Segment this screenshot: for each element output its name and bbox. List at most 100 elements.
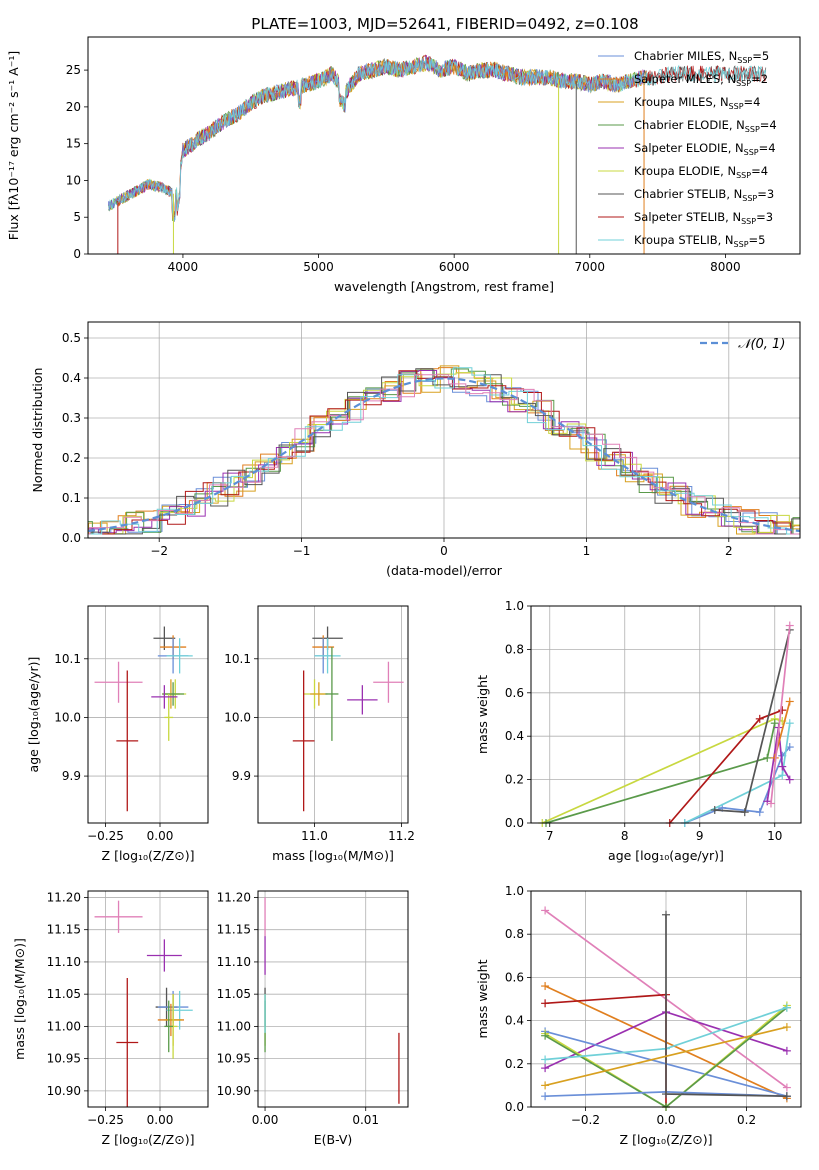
y-tick-label: 20 bbox=[66, 100, 81, 114]
plot-frame bbox=[87, 36, 801, 255]
x-tick-label: 0 bbox=[440, 544, 448, 558]
x-tick-label: 0.0 bbox=[656, 1113, 675, 1127]
plot-frame bbox=[530, 605, 802, 824]
y-tick-label: 11.10 bbox=[47, 955, 81, 969]
x-tick-label: 11.0 bbox=[301, 829, 328, 843]
x-tick-label: 10 bbox=[767, 829, 782, 843]
y-tick-label: 0 bbox=[73, 247, 81, 261]
weight-line bbox=[545, 723, 776, 824]
y-tick-label: 9.9 bbox=[232, 769, 251, 783]
weight-line bbox=[544, 1026, 788, 1087]
legend-label: 𝒩(0, 1) bbox=[738, 337, 785, 352]
x-tick-label: 11.2 bbox=[388, 829, 415, 843]
legend-label: Kroupa MILES, NSSP=4 bbox=[634, 95, 760, 111]
y-tick-label: 10.90 bbox=[217, 1084, 251, 1098]
x-tick-label: 4000 bbox=[168, 260, 199, 274]
y-tick-label: 10.0 bbox=[54, 710, 81, 724]
legend-label: Chabrier MILES, NSSP=5 bbox=[634, 49, 769, 65]
y-tick-label: 0.0 bbox=[62, 531, 81, 545]
y-axis-label: Normed distribution bbox=[30, 368, 45, 493]
x-tick-label: −0.25 bbox=[87, 829, 124, 843]
residual-histogram-panel: −2 −1 0 1 2 0.0 0.1 0.2 0.3 0.4 0.5 (data-model)/er… bbox=[30, 321, 801, 578]
x-tick-label: 9 bbox=[696, 829, 704, 843]
legend-label: Salpeter MILES, NSSP=2 bbox=[634, 72, 768, 88]
age-vs-mass-panel: 11.0 11.2 9.9 10.0 10.1 mass [log₁₀(M/M⊙)] bbox=[224, 605, 415, 863]
y-tick-label: 10.95 bbox=[47, 1052, 81, 1066]
y-tick-label: 11.15 bbox=[47, 923, 81, 937]
y-tick-label: 11.20 bbox=[47, 890, 81, 904]
weight-line bbox=[766, 727, 791, 802]
x-tick-label: 1 bbox=[583, 544, 591, 558]
y-tick-label: 1.0 bbox=[505, 599, 524, 613]
legend-label: Chabrier STELIB, NSSP=3 bbox=[634, 187, 774, 203]
mass-weight-vs-age-panel: 7 8 9 10 0.0 0.2 0.4 0.6 0.8 1.0 age [log₁₀(age/yr… bbox=[475, 599, 802, 863]
x-tick-label: 2 bbox=[725, 544, 733, 558]
plot-frame bbox=[87, 605, 209, 824]
y-tick-label: 0.3 bbox=[62, 411, 81, 425]
x-tick-label: 0.01 bbox=[352, 1113, 379, 1127]
y-tick-label: 0.1 bbox=[62, 491, 81, 505]
x-tick-label: 7000 bbox=[575, 260, 606, 274]
mass-vs-metallicity-panel: −0.25 0.00 10.90 10.95 11.00 11.05 11.10 11.15 1… bbox=[12, 890, 209, 1147]
y-tick-label: 10.1 bbox=[54, 652, 81, 666]
y-axis-label: Flux [fλ10⁻¹⁷ erg cm⁻² s⁻¹ A⁻¹] bbox=[6, 51, 21, 240]
y-tick-label: 0.0 bbox=[505, 1100, 524, 1114]
weight-line bbox=[770, 625, 791, 804]
normal-curve bbox=[87, 377, 801, 533]
plot-frame bbox=[87, 890, 209, 1108]
x-tick-label: 8000 bbox=[710, 260, 741, 274]
x-axis-label: Z [log₁₀(Z/Z⊙)] bbox=[102, 1132, 195, 1147]
y-axis-label: mass weight bbox=[475, 675, 490, 754]
legend-label: Chabrier ELODIE, NSSP=4 bbox=[634, 118, 777, 134]
legend-label: Kroupa STELIB, NSSP=5 bbox=[634, 233, 765, 249]
y-tick-label: 0.8 bbox=[505, 642, 524, 656]
y-tick-label: 0.4 bbox=[505, 1014, 524, 1028]
y-tick-label: 11.00 bbox=[217, 1019, 251, 1033]
spectrum-panel: 4000 5000 6000 7000 8000 0 5 10 15 20 25 wavelength… bbox=[6, 36, 801, 294]
spectrum-line bbox=[108, 57, 767, 222]
mass-vs-ebv-panel: 0.00 0.01 10.90 10.95 11.00 11.05 11.10 11.15 11… bbox=[217, 890, 409, 1147]
histogram-step bbox=[88, 365, 800, 535]
y-tick-label: 0.6 bbox=[505, 686, 524, 700]
y-axis-label: mass [log₁₀(M/M⊙)] bbox=[12, 938, 27, 1060]
y-tick-label: 25 bbox=[66, 63, 81, 77]
x-axis-label: age [log₁₀(age/yr)] bbox=[608, 848, 724, 863]
y-tick-label: 11.15 bbox=[217, 923, 251, 937]
y-tick-label: 0.8 bbox=[505, 927, 524, 941]
x-tick-label: 0.00 bbox=[252, 1113, 279, 1127]
legend-label: Salpeter STELIB, NSSP=3 bbox=[634, 210, 773, 226]
y-tick-label: 0.2 bbox=[505, 773, 524, 787]
histogram-step bbox=[88, 370, 800, 535]
y-tick-label: 10.1 bbox=[224, 652, 251, 666]
x-tick-label: 0.00 bbox=[147, 1113, 174, 1127]
y-tick-label: 5 bbox=[73, 210, 81, 224]
y-tick-label: 9.9 bbox=[62, 769, 81, 783]
x-axis-label: Z [log₁₀(Z/Z⊙)] bbox=[620, 1132, 713, 1147]
x-tick-label: 6000 bbox=[439, 260, 470, 274]
plot-frame bbox=[87, 321, 801, 539]
y-tick-label: 0.5 bbox=[62, 331, 81, 345]
y-tick-label: 10.95 bbox=[217, 1052, 251, 1066]
y-axis-label: age [log₁₀(age/yr)] bbox=[26, 657, 41, 773]
y-tick-label: 10 bbox=[66, 173, 81, 187]
y-tick-label: 0.4 bbox=[505, 729, 524, 743]
x-tick-label: 7 bbox=[546, 829, 554, 843]
legend-label: Salpeter ELODIE, NSSP=4 bbox=[634, 141, 776, 157]
y-tick-label: 11.10 bbox=[217, 955, 251, 969]
x-axis-label: E(B-V) bbox=[314, 1132, 353, 1147]
y-tick-label: 0.2 bbox=[505, 1057, 524, 1071]
x-tick-label: −1 bbox=[293, 544, 311, 558]
plot-frame bbox=[257, 890, 409, 1108]
y-axis-label: mass weight bbox=[475, 959, 490, 1038]
age-vs-metallicity-panel: −0.25 0.00 9.9 10.0 10.1 Z [log₁₀(Z/Z⊙)] age [… bbox=[26, 605, 209, 863]
y-tick-label: 10.0 bbox=[224, 710, 251, 724]
y-tick-label: 0.0 bbox=[505, 816, 524, 830]
histogram-step bbox=[88, 368, 800, 535]
y-tick-label: 0.4 bbox=[62, 371, 81, 385]
y-tick-label: 11.00 bbox=[47, 1019, 81, 1033]
mass-weight-vs-metallicity-panel: −0.2 0.0 0.2 0.0 0.2 0.4 0.6 0.8 1.0 Z [log₁₀(Z/Z… bbox=[475, 884, 802, 1147]
x-axis-label: (data-model)/error bbox=[386, 563, 503, 578]
x-tick-label: 0.00 bbox=[147, 829, 174, 843]
plot-frame bbox=[257, 605, 409, 824]
